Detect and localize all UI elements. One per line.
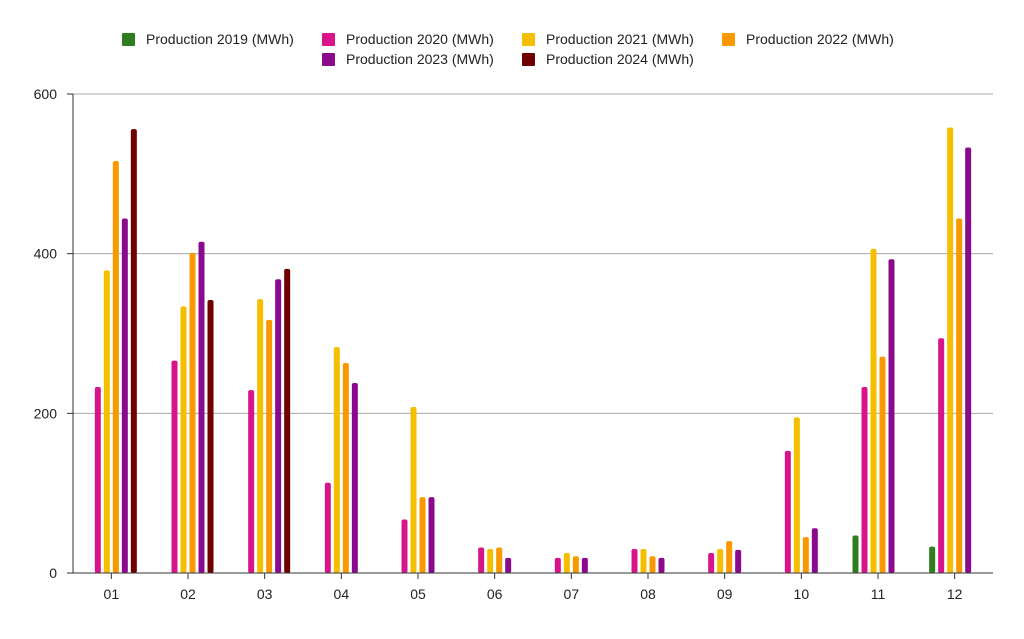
bar[interactable] [649,556,656,573]
bar[interactable] [103,270,110,573]
bar[interactable] [171,360,178,573]
bar[interactable] [735,549,742,573]
x-tick-label: 09 [717,586,733,602]
y-tick-label: 200 [34,405,58,421]
bars [94,127,972,574]
x-tick-label: 05 [410,586,426,602]
legend-label: Production 2022 (MWh) [746,31,894,47]
bar[interactable] [478,547,485,573]
legend-swatch [722,32,735,46]
bar[interactable] [275,279,282,573]
bar[interactable] [401,519,408,573]
legend-swatch [322,52,335,66]
bar[interactable] [487,549,494,573]
legend-label: Production 2023 (MWh) [346,51,494,67]
bar[interactable] [581,557,588,573]
bar[interactable] [351,382,358,573]
y-tick-label: 400 [34,246,58,262]
bar[interactable] [342,363,349,573]
bar[interactable] [784,450,791,573]
bar[interactable] [793,417,800,573]
bar[interactable] [929,546,936,573]
bar[interactable] [631,549,638,573]
x-tick-label: 11 [871,586,886,602]
legend-item[interactable]: Production 2022 (MWh) [722,30,894,48]
bar[interactable] [572,556,579,573]
legend-label: Production 2020 (MWh) [346,31,494,47]
legend-label: Production 2019 (MWh) [146,31,294,47]
legend-swatch [522,32,535,46]
legend-swatch [122,32,135,46]
bar[interactable] [410,406,417,573]
bar[interactable] [266,319,273,573]
legend-item[interactable]: Production 2020 (MWh) [322,30,494,48]
bar[interactable] [248,390,255,573]
bar[interactable] [861,386,868,573]
x-tick-label: 08 [640,586,656,602]
bar[interactable] [563,553,570,573]
x-tick-label: 02 [180,586,196,602]
bar[interactable] [938,338,945,573]
bar[interactable] [257,299,264,573]
x-tick-label: 04 [334,586,350,602]
y-tick-label: 600 [34,86,58,102]
legend-item[interactable]: Production 2024 (MWh) [522,50,694,68]
axes: 0 200 400 600 01 02 03 04 05 06 07 08 09 10 11 12 [34,86,993,602]
legend-item[interactable]: Production 2023 (MWh) [322,50,494,68]
bar[interactable] [640,549,647,573]
bar[interactable] [888,259,895,573]
bar[interactable] [94,386,101,573]
bar[interactable] [419,497,426,573]
bar[interactable] [717,549,724,573]
bar[interactable] [496,547,503,573]
bar[interactable] [324,482,331,573]
bar[interactable] [965,147,972,573]
bar[interactable] [207,299,214,573]
bar[interactable] [189,252,196,573]
bar[interactable] [130,129,137,574]
legend-item[interactable]: Production 2019 (MWh) [122,30,294,48]
bar[interactable] [708,553,715,573]
legend-item[interactable]: Production 2021 (MWh) [522,30,694,48]
bar[interactable] [505,557,512,573]
bar[interactable] [428,497,435,573]
bar[interactable] [947,127,954,573]
bar[interactable] [121,218,128,574]
x-tick-label: 03 [257,586,273,602]
bar[interactable] [811,528,818,573]
x-tick-label: 06 [487,586,503,602]
x-tick-label: 10 [794,586,810,602]
x-tick-label: 12 [947,586,963,602]
bar[interactable] [870,248,877,574]
legend-swatch [522,52,535,66]
bar[interactable] [554,557,561,573]
gridlines [73,93,993,414]
bar[interactable] [180,306,187,573]
bar[interactable] [112,161,119,573]
legend-label: Production 2024 (MWh) [546,51,694,67]
x-tick-label: 07 [564,586,580,602]
y-tick-label: 0 [49,565,57,581]
x-tick-label: 01 [104,586,120,602]
bar[interactable] [852,535,859,573]
bar[interactable] [879,356,886,573]
bar[interactable] [658,557,665,573]
bar[interactable] [333,347,340,573]
bar[interactable] [726,541,733,573]
bar[interactable] [956,218,963,574]
legend-label: Production 2021 (MWh) [546,31,694,47]
legend-swatch [322,32,335,46]
bar[interactable] [198,241,205,574]
bar[interactable] [284,268,291,573]
bar[interactable] [802,537,809,573]
